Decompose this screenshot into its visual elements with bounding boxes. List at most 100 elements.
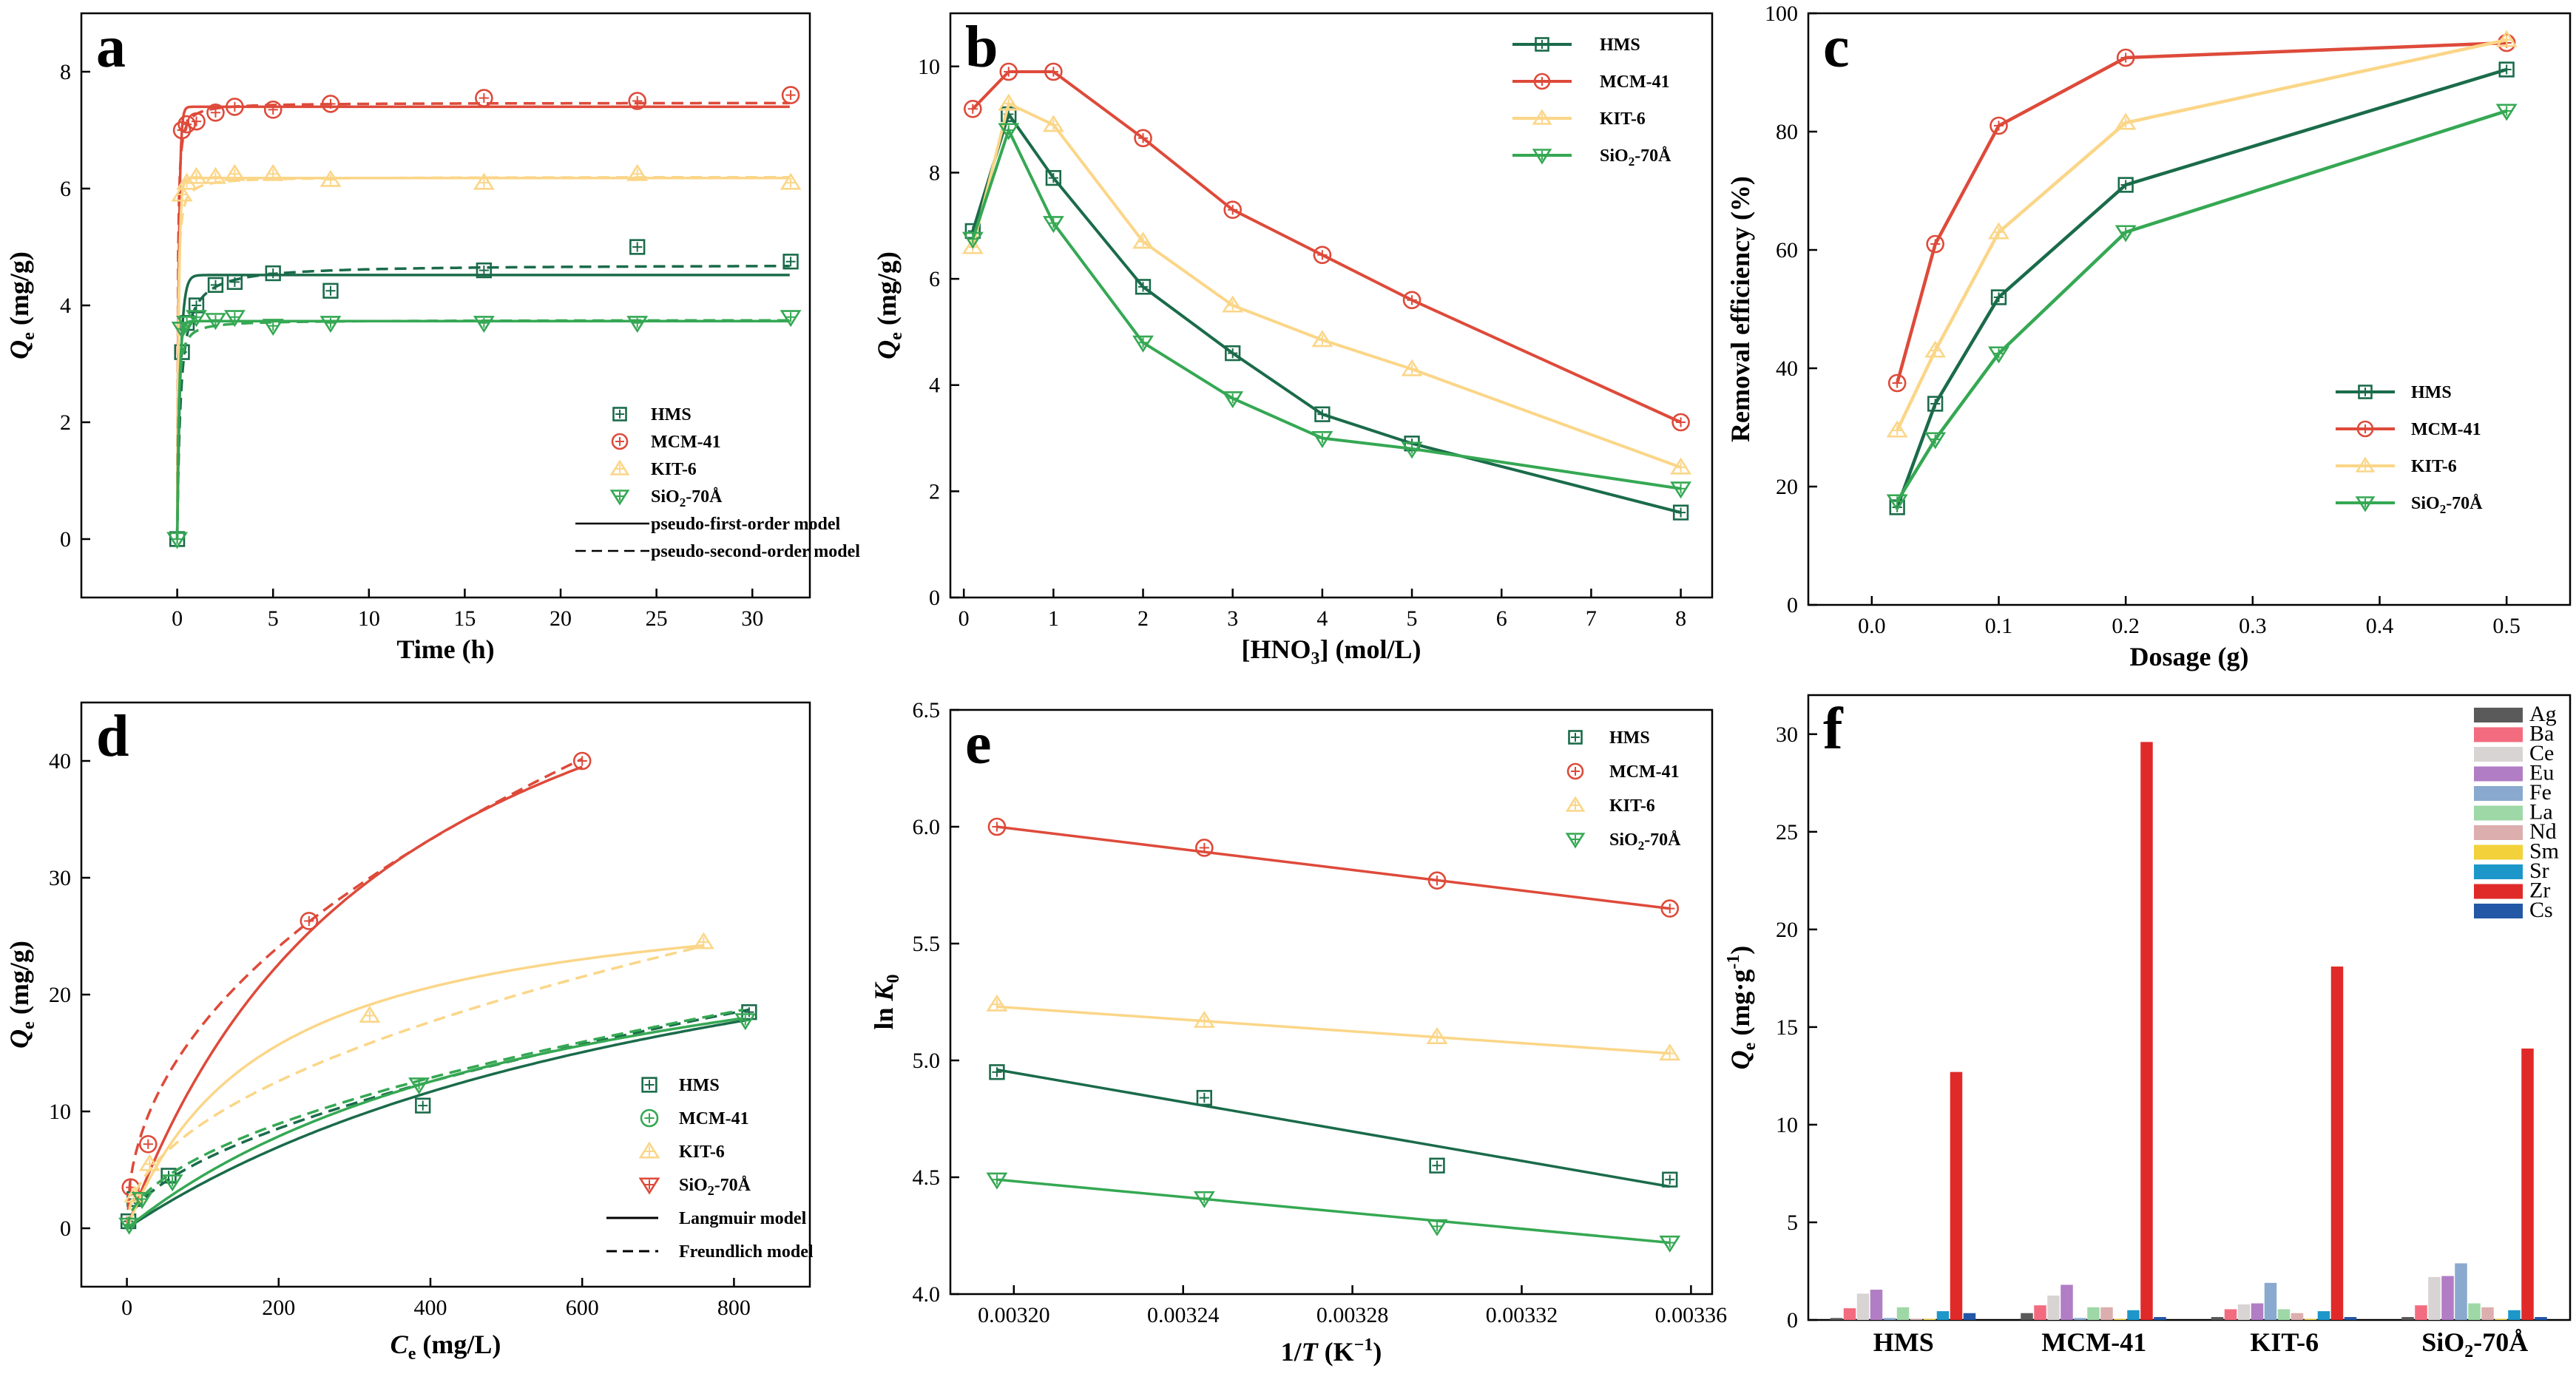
data-point-MCM-41 — [172, 121, 192, 140]
x-tick-label: 0.00320 — [978, 1303, 1050, 1327]
panel-e: 4.0 4.5 5.0 5.5 6.0 6.5 0.00320 0.00324 0.00328 0… — [869, 698, 1727, 1367]
panel-letter: d — [96, 704, 129, 769]
bar-Fe-MCM-41 — [2074, 1318, 2086, 1320]
data-point-KIT-6 — [223, 163, 246, 181]
data-point-KIT-6 — [692, 932, 714, 949]
data-point-MCM-41 — [1427, 871, 1447, 890]
x-tick-label: 600 — [566, 1296, 599, 1320]
legend-label: Nd — [2529, 819, 2557, 844]
x-tick-label: 200 — [262, 1296, 295, 1320]
x-axis-label: 1/T (K−1​) — [1281, 1335, 1382, 1367]
x-tick-label: 5 — [268, 606, 279, 631]
data-point-SiO2-70Å — [1886, 494, 1908, 512]
bar-Zr-MCM-41 — [2140, 742, 2153, 1320]
bar-Eu-KIT-6 — [2251, 1303, 2264, 1320]
data-point-SiO2-70Å — [166, 532, 189, 549]
data-point-MCM-41 — [187, 112, 206, 131]
x-tick-label: 7 — [1586, 606, 1597, 631]
bar-Sr-HMS — [1936, 1311, 1950, 1320]
x-tick-label: 3 — [1227, 606, 1238, 631]
bar-Ba-SiO2-70Å — [2415, 1305, 2427, 1320]
bar-Zr-KIT-6 — [2330, 966, 2344, 1320]
data-point-SiO2-70Å — [1426, 1219, 1448, 1236]
y-tick-label: 0 — [929, 586, 940, 610]
legend-label: HMS — [651, 405, 692, 424]
y-tick-label: 4 — [60, 294, 71, 318]
x-tick-label: 20 — [550, 606, 572, 631]
data-point-KIT-6 — [1924, 340, 1947, 358]
data-point-HMS — [476, 262, 492, 279]
data-point-MCM-41 — [1926, 234, 1944, 254]
linear-fit-HMS — [996, 1068, 1671, 1188]
data-point-SiO2-70Å — [998, 123, 1020, 141]
bar-Zr-SiO2-70Å — [2521, 1048, 2534, 1320]
y-tick-label: 20 — [1776, 475, 1798, 499]
legend-marker-SiO2-70Å — [2355, 496, 2376, 512]
legend-marker-SiO2-70Å — [1532, 149, 1552, 165]
x-tick-label: 0.00336 — [1655, 1303, 1728, 1327]
data-point-HMS — [1429, 1157, 1445, 1174]
y-tick-label: 5.5 — [913, 932, 941, 956]
legend-label: Ce — [2529, 741, 2554, 765]
bar-Eu-MCM-41 — [2061, 1284, 2073, 1320]
data-point-KIT-6 — [1659, 1043, 1681, 1061]
legend-label: Fe — [2529, 780, 2552, 805]
data-point-SiO2-70Å — [1222, 391, 1244, 409]
data-point-HMS — [1314, 406, 1331, 422]
y-axis-label: Qe​ (mg·g-1​) — [1724, 946, 1759, 1070]
y-tick-label: 15 — [1776, 1015, 1798, 1040]
y-tick-label: 6.5 — [913, 698, 941, 722]
y-tick-label: 20 — [1776, 918, 1798, 942]
legend-marker-HMS — [641, 1077, 657, 1093]
legend-label: Ag — [2529, 702, 2557, 726]
bar-Sm-HMS — [1923, 1318, 1936, 1320]
data-point-KIT-6 — [986, 994, 1008, 1012]
bar-Sr-KIT-6 — [2317, 1311, 2330, 1320]
x-category-label: KIT-6 — [2250, 1327, 2319, 1357]
data-point-SiO2-70Å — [131, 1191, 153, 1209]
data-point-MCM-41 — [1195, 839, 1214, 857]
x-tick-label: 8 — [1675, 606, 1686, 631]
plot-frame — [949, 12, 1714, 599]
x-tick-label: 0.0 — [1858, 614, 1886, 638]
data-point-MCM-41 — [475, 89, 493, 107]
legend-swatch-Sm — [2474, 844, 2523, 860]
data-point-KIT-6 — [1426, 1026, 1448, 1044]
x-tick-label: 10 — [358, 606, 380, 631]
legend-label: MCM-41 — [1609, 762, 1680, 782]
legend-label: Eu — [2529, 761, 2554, 785]
data-point-SiO2-70Å — [1401, 441, 1423, 459]
data-point-MCM-41 — [1402, 291, 1421, 310]
data-point-MCM-41 — [1990, 116, 2008, 135]
bar-Nd-SiO2-70Å — [2481, 1307, 2494, 1320]
series-line-SiO2-70Å — [1896, 109, 2507, 503]
x-tick-label: 0 — [959, 606, 970, 631]
y-tick-label: 0 — [60, 1216, 71, 1241]
bar-Nd-HMS — [1910, 1318, 1923, 1320]
series-line-SiO2-70Å — [971, 126, 1681, 490]
y-axis-label: Qe​ (mg/g) — [4, 251, 38, 359]
data-point-HMS — [207, 277, 224, 294]
legend-marker-KIT-6 — [1565, 796, 1586, 812]
y-tick-label: 100 — [1765, 1, 1798, 26]
y-tick-label: 80 — [1776, 120, 1798, 144]
data-point-SiO2-70Å — [186, 310, 207, 328]
legend-swatch-Fe — [2474, 786, 2523, 801]
legend-label: Freundlich model — [679, 1242, 814, 1262]
data-point-SiO2-70Å — [408, 1077, 430, 1095]
legend-marker-KIT-6 — [2355, 456, 2376, 473]
y-tick-label: 30 — [49, 866, 71, 890]
legend-marker-MCM-41 — [611, 433, 629, 450]
y-tick-label: 2 — [929, 479, 940, 504]
data-point-KIT-6 — [1401, 359, 1423, 376]
plot-frame — [1807, 12, 2572, 606]
bar-Ag-KIT-6 — [2211, 1317, 2224, 1320]
y-tick-label: 4 — [929, 373, 940, 398]
langmuir-fit-KIT-6 — [125, 944, 704, 1229]
data-point-SiO2-70Å — [1193, 1191, 1215, 1208]
pfo-fit-KIT-6 — [175, 177, 790, 540]
linear-fit-MCM-41 — [996, 825, 1670, 910]
y-tick-label: 4.0 — [913, 1282, 941, 1307]
legend-label: MCM-41 — [651, 433, 721, 452]
